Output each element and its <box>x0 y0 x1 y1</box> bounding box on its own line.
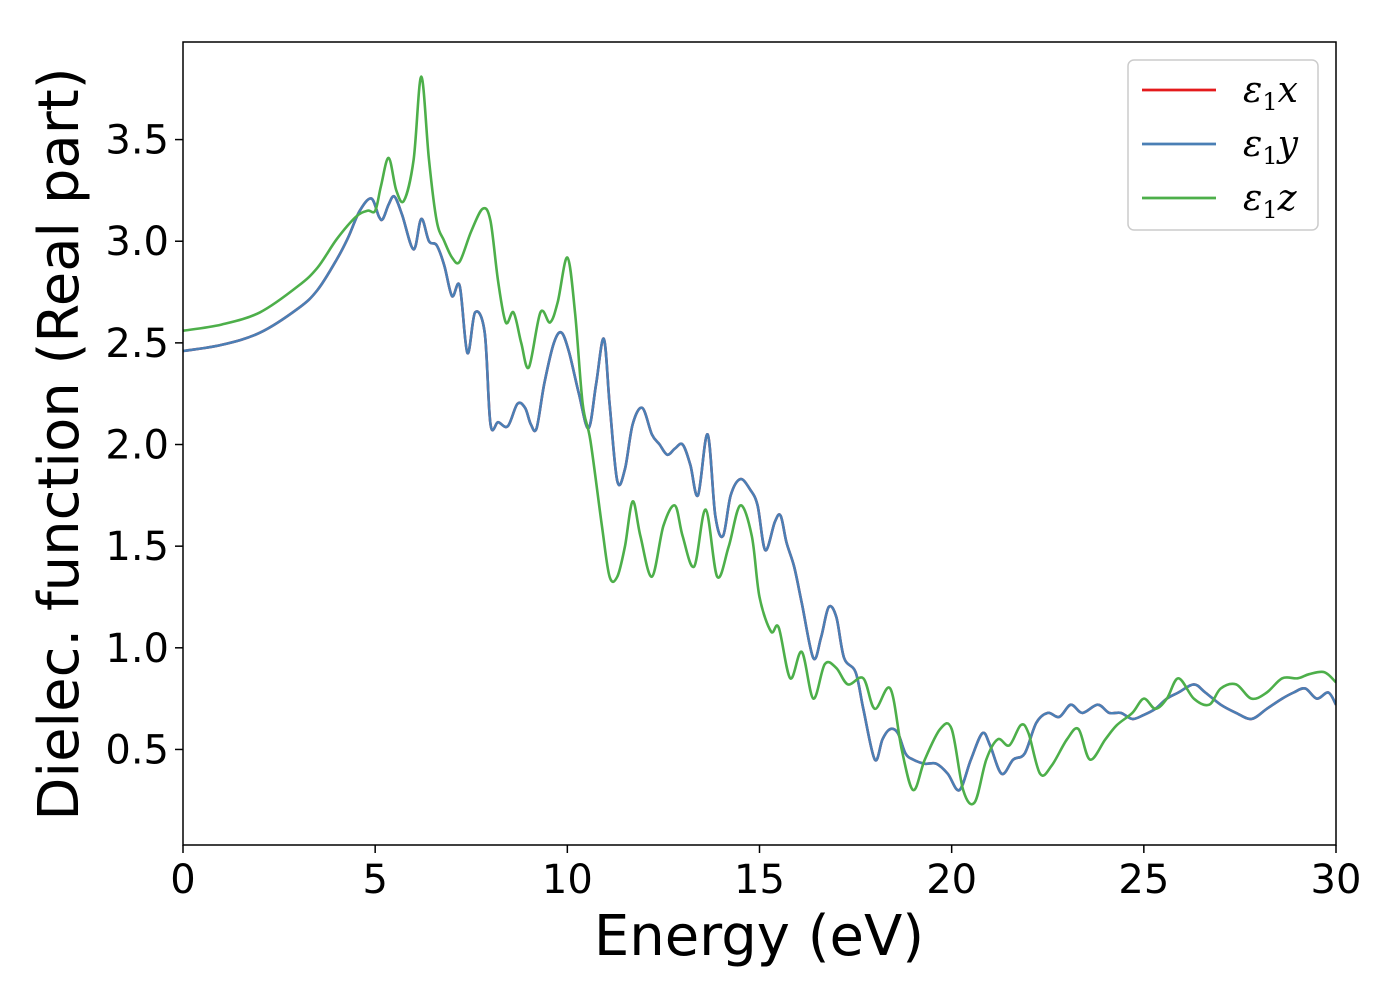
y-tick-label: 2.5 <box>105 321 169 367</box>
y-tick-label: 2.0 <box>105 423 169 469</box>
x-tick-label: 15 <box>734 857 785 903</box>
y-tick-label: 1.0 <box>105 626 169 672</box>
x-tick-label: 5 <box>362 857 387 903</box>
plot-series <box>183 75 1336 806</box>
x-axis-label: Energy (eV) <box>594 904 924 969</box>
legend-label-y: ε1y <box>1243 124 1299 170</box>
y-tick-label: 3.5 <box>105 118 169 164</box>
legend-label-x: ε1x <box>1243 70 1298 116</box>
y-axis-ticks: 0.5 1.0 1.5 2.0 2.5 3.0 3.5 <box>105 118 183 773</box>
series-line-y <box>183 194 1336 792</box>
legend-label-z: ε1z <box>1243 178 1298 224</box>
y-tick-label: 0.5 <box>105 727 169 773</box>
legend: ε1x ε1y ε1z <box>1127 59 1319 231</box>
y-tick-label: 1.5 <box>105 524 169 570</box>
x-tick-label: 10 <box>542 857 593 903</box>
x-tick-label: 0 <box>170 857 195 903</box>
x-tick-label: 30 <box>1311 857 1362 903</box>
x-tick-label: 25 <box>1118 857 1169 903</box>
y-tick-label: 3.0 <box>105 219 169 265</box>
x-axis-ticks: 0 5 10 15 20 25 30 <box>170 845 1361 903</box>
y-axis-label: Dielec. function (Real part) <box>27 67 92 820</box>
legend-frame <box>1127 59 1319 231</box>
series-line-z <box>183 75 1336 806</box>
x-tick-label: 20 <box>926 857 977 903</box>
